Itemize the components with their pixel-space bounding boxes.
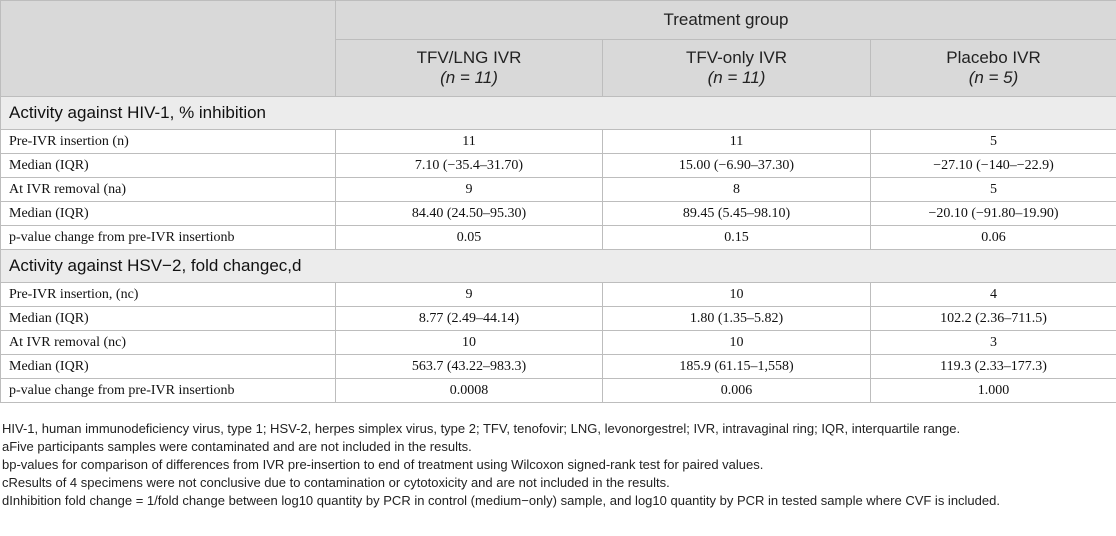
column-n: (n = 11) bbox=[707, 68, 766, 87]
column-n: (n = 11) bbox=[440, 68, 498, 87]
cell-value: 8 bbox=[602, 177, 871, 202]
cell-value: −27.10 (−140–−22.9) bbox=[870, 153, 1116, 178]
table-row: At IVR removal (na) 9 8 5 bbox=[0, 177, 1116, 202]
table-row: Pre-IVR insertion, (nc) 9 10 4 bbox=[0, 282, 1116, 307]
cell-value: −20.10 (−91.80–19.90) bbox=[870, 201, 1116, 226]
column-name: TFV-only IVR bbox=[685, 48, 788, 67]
column-header-tfv-only: TFV-only IVR (n = 11) bbox=[602, 39, 871, 97]
cell-value: 10 bbox=[602, 330, 871, 355]
header-empty-cell bbox=[0, 0, 336, 97]
cell-value: 5 bbox=[870, 177, 1116, 202]
results-table: Treatment group TFV/LNG IVR (n = 11) TFV… bbox=[0, 0, 1116, 403]
column-n: (n = 5) bbox=[968, 68, 1019, 87]
footnote-a: aFive participants samples were contamin… bbox=[2, 439, 472, 454]
cell-value: 185.9 (61.15–1,558) bbox=[602, 354, 871, 379]
table-row: Median (IQR) 8.77 (2.49–44.14) 1.80 (1.3… bbox=[0, 306, 1116, 331]
cell-value: 84.40 (24.50–95.30) bbox=[335, 201, 603, 226]
row-label: At IVR removal (nc) bbox=[0, 330, 336, 355]
cell-value: 10 bbox=[602, 282, 871, 307]
section-title: Activity against HSV−2, fold changec,d bbox=[0, 249, 1116, 283]
header-row-group: Treatment group bbox=[0, 0, 1116, 97]
column-header-tfv-lng: TFV/LNG IVR (n = 11) bbox=[335, 39, 603, 97]
section-title: Activity against HIV-1, % inhibition bbox=[0, 96, 1116, 130]
column-header-placebo: Placebo IVR (n = 5) bbox=[870, 39, 1116, 97]
row-label: Median (IQR) bbox=[0, 306, 336, 331]
footnote-b: bp-values for comparison of differences … bbox=[2, 457, 764, 472]
header-row-columns: TFV/LNG IVR (n = 11) TFV-only IVR (n = 1… bbox=[1, 39, 1116, 97]
table-row: Median (IQR) 84.40 (24.50–95.30) 89.45 (… bbox=[0, 201, 1116, 226]
cell-value: 102.2 (2.36–711.5) bbox=[870, 306, 1116, 331]
cell-value: 0.06 bbox=[870, 225, 1116, 250]
treatment-group-header: Treatment group bbox=[335, 0, 1116, 40]
row-label: At IVR removal (na) bbox=[0, 177, 336, 202]
table-row: Median (IQR) 7.10 (−35.4–31.70) 15.00 (−… bbox=[0, 153, 1116, 178]
column-name: TFV/LNG IVR bbox=[416, 48, 522, 67]
cell-value: 89.45 (5.45–98.10) bbox=[602, 201, 871, 226]
row-label: p-value change from pre-IVR insertionb bbox=[0, 225, 336, 250]
cell-value: 11 bbox=[335, 129, 603, 154]
row-label: Pre-IVR insertion (n) bbox=[0, 129, 336, 154]
footnote-abbreviations: HIV-1, human immunodeficiency virus, typ… bbox=[2, 421, 961, 436]
table-row: p-value change from pre-IVR insertionb 0… bbox=[0, 225, 1116, 250]
row-label: p-value change from pre-IVR insertionb bbox=[0, 378, 336, 403]
row-label: Pre-IVR insertion, (nc) bbox=[0, 282, 336, 307]
table-row: At IVR removal (nc) 10 10 3 bbox=[0, 330, 1116, 355]
cell-value: 0.15 bbox=[602, 225, 871, 250]
cell-value: 119.3 (2.33–177.3) bbox=[870, 354, 1116, 379]
cell-value: 15.00 (−6.90–37.30) bbox=[602, 153, 871, 178]
cell-value: 5 bbox=[870, 129, 1116, 154]
footnote-d: dInhibition fold change = 1/fold change … bbox=[2, 493, 1000, 508]
cell-value: 9 bbox=[335, 282, 603, 307]
cell-value: 1.000 bbox=[870, 378, 1116, 403]
cell-value: 563.7 (43.22–983.3) bbox=[335, 354, 603, 379]
column-name: Placebo IVR bbox=[946, 48, 1041, 67]
cell-value: 9 bbox=[335, 177, 603, 202]
cell-value: 10 bbox=[335, 330, 603, 355]
cell-value: 7.10 (−35.4–31.70) bbox=[335, 153, 603, 178]
table-row: Pre-IVR insertion (n) 11 11 5 bbox=[0, 129, 1116, 154]
section-row-hiv: Activity against HIV-1, % inhibition bbox=[0, 96, 1116, 130]
cell-value: 4 bbox=[870, 282, 1116, 307]
footnote-c: cResults of 4 specimens were not conclus… bbox=[2, 475, 670, 490]
cell-value: 11 bbox=[602, 129, 871, 154]
cell-value: 8.77 (2.49–44.14) bbox=[335, 306, 603, 331]
cell-value: 3 bbox=[870, 330, 1116, 355]
cell-value: 0.0008 bbox=[335, 378, 603, 403]
row-label: Median (IQR) bbox=[0, 201, 336, 226]
row-label: Median (IQR) bbox=[0, 354, 336, 379]
table-footnotes: HIV-1, human immunodeficiency virus, typ… bbox=[2, 420, 1114, 510]
cell-value: 0.05 bbox=[335, 225, 603, 250]
table-row: p-value change from pre-IVR insertionb 0… bbox=[0, 378, 1116, 403]
cell-value: 0.006 bbox=[602, 378, 871, 403]
section-row-hsv: Activity against HSV−2, fold changec,d bbox=[0, 249, 1116, 283]
row-label: Median (IQR) bbox=[0, 153, 336, 178]
cell-value: 1.80 (1.35–5.82) bbox=[602, 306, 871, 331]
table-row: Median (IQR) 563.7 (43.22–983.3) 185.9 (… bbox=[0, 354, 1116, 379]
